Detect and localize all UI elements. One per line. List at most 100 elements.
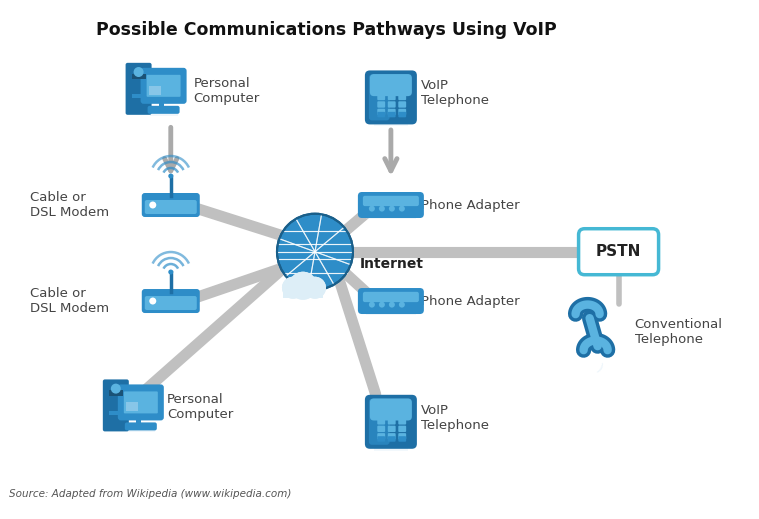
- Circle shape: [399, 206, 405, 212]
- FancyBboxPatch shape: [377, 436, 385, 442]
- FancyBboxPatch shape: [370, 399, 412, 420]
- Bar: [131, 74, 146, 77]
- FancyBboxPatch shape: [358, 288, 424, 314]
- Circle shape: [150, 297, 156, 305]
- Circle shape: [399, 302, 405, 308]
- FancyBboxPatch shape: [365, 395, 417, 449]
- Text: Source: Adapted from Wikipedia (www.wikipedia.com): Source: Adapted from Wikipedia (www.wiki…: [9, 489, 291, 499]
- FancyBboxPatch shape: [398, 109, 406, 115]
- Bar: [109, 393, 123, 396]
- FancyBboxPatch shape: [398, 112, 406, 117]
- FancyBboxPatch shape: [377, 433, 385, 440]
- FancyBboxPatch shape: [398, 426, 406, 432]
- Bar: [131, 94, 146, 99]
- Circle shape: [304, 277, 326, 299]
- Text: Cable or
DSL Modem: Cable or DSL Modem: [30, 191, 109, 219]
- Circle shape: [369, 206, 375, 212]
- Bar: [366, 215, 416, 219]
- FancyBboxPatch shape: [102, 379, 129, 431]
- Text: VoIP
Telephone: VoIP Telephone: [421, 404, 490, 432]
- FancyBboxPatch shape: [388, 109, 395, 115]
- Circle shape: [379, 206, 385, 212]
- FancyBboxPatch shape: [388, 418, 395, 425]
- FancyBboxPatch shape: [388, 433, 395, 440]
- Text: Phone Adapter: Phone Adapter: [421, 198, 520, 212]
- Circle shape: [282, 277, 304, 299]
- FancyBboxPatch shape: [363, 292, 419, 302]
- FancyBboxPatch shape: [118, 385, 164, 420]
- FancyBboxPatch shape: [146, 75, 181, 97]
- Circle shape: [111, 384, 121, 393]
- FancyBboxPatch shape: [142, 289, 200, 313]
- FancyBboxPatch shape: [377, 112, 385, 117]
- Bar: [374, 121, 408, 127]
- FancyBboxPatch shape: [377, 94, 385, 100]
- FancyBboxPatch shape: [147, 106, 180, 114]
- Circle shape: [289, 272, 317, 299]
- FancyBboxPatch shape: [369, 74, 389, 120]
- FancyBboxPatch shape: [388, 436, 395, 442]
- Bar: [149, 86, 161, 95]
- Text: VoIP
Telephone: VoIP Telephone: [421, 79, 490, 107]
- FancyBboxPatch shape: [124, 391, 158, 414]
- Bar: [283, 286, 323, 298]
- Bar: [159, 101, 164, 109]
- Bar: [374, 446, 408, 451]
- FancyBboxPatch shape: [398, 94, 406, 100]
- Bar: [131, 76, 146, 79]
- Circle shape: [369, 302, 375, 308]
- FancyBboxPatch shape: [125, 63, 152, 115]
- FancyBboxPatch shape: [388, 426, 395, 432]
- Circle shape: [277, 214, 353, 290]
- FancyBboxPatch shape: [388, 112, 395, 117]
- FancyBboxPatch shape: [388, 94, 395, 100]
- Circle shape: [389, 206, 395, 212]
- Text: Possible Communications Pathways Using VoIP: Possible Communications Pathways Using V…: [96, 21, 557, 39]
- Bar: [366, 311, 416, 315]
- FancyBboxPatch shape: [398, 436, 406, 442]
- FancyBboxPatch shape: [358, 192, 424, 218]
- Text: Conventional
Telephone: Conventional Telephone: [635, 318, 723, 346]
- Text: Personal
Computer: Personal Computer: [167, 393, 233, 421]
- FancyBboxPatch shape: [377, 109, 385, 115]
- FancyBboxPatch shape: [578, 229, 659, 275]
- Bar: [109, 411, 123, 415]
- Text: Personal
Computer: Personal Computer: [194, 77, 260, 105]
- FancyBboxPatch shape: [145, 200, 197, 214]
- FancyBboxPatch shape: [398, 433, 406, 440]
- Bar: [109, 390, 123, 393]
- FancyBboxPatch shape: [369, 399, 389, 445]
- Text: Cable or
DSL Modem: Cable or DSL Modem: [30, 287, 109, 315]
- Circle shape: [289, 272, 317, 299]
- FancyBboxPatch shape: [140, 68, 187, 104]
- FancyBboxPatch shape: [145, 296, 197, 310]
- FancyBboxPatch shape: [370, 74, 412, 96]
- Text: PSTN: PSTN: [596, 244, 641, 259]
- FancyBboxPatch shape: [365, 71, 417, 125]
- Text: Phone Adapter: Phone Adapter: [421, 294, 520, 308]
- Bar: [283, 286, 323, 298]
- Text: Internet: Internet: [360, 257, 424, 271]
- Bar: [127, 429, 155, 432]
- Bar: [136, 417, 141, 426]
- Circle shape: [168, 173, 173, 179]
- FancyBboxPatch shape: [377, 418, 385, 425]
- Bar: [150, 113, 178, 116]
- FancyBboxPatch shape: [398, 101, 406, 107]
- FancyBboxPatch shape: [377, 426, 385, 432]
- FancyBboxPatch shape: [363, 196, 419, 206]
- Circle shape: [304, 277, 326, 299]
- Circle shape: [150, 201, 156, 209]
- Bar: [126, 402, 138, 412]
- Circle shape: [389, 302, 395, 308]
- Text: ): ): [594, 362, 605, 376]
- FancyBboxPatch shape: [142, 193, 200, 217]
- FancyBboxPatch shape: [124, 422, 157, 430]
- Circle shape: [277, 214, 353, 290]
- Circle shape: [168, 269, 173, 275]
- Circle shape: [134, 67, 143, 77]
- Circle shape: [379, 302, 385, 308]
- Circle shape: [282, 277, 304, 299]
- FancyBboxPatch shape: [377, 101, 385, 107]
- FancyBboxPatch shape: [398, 418, 406, 425]
